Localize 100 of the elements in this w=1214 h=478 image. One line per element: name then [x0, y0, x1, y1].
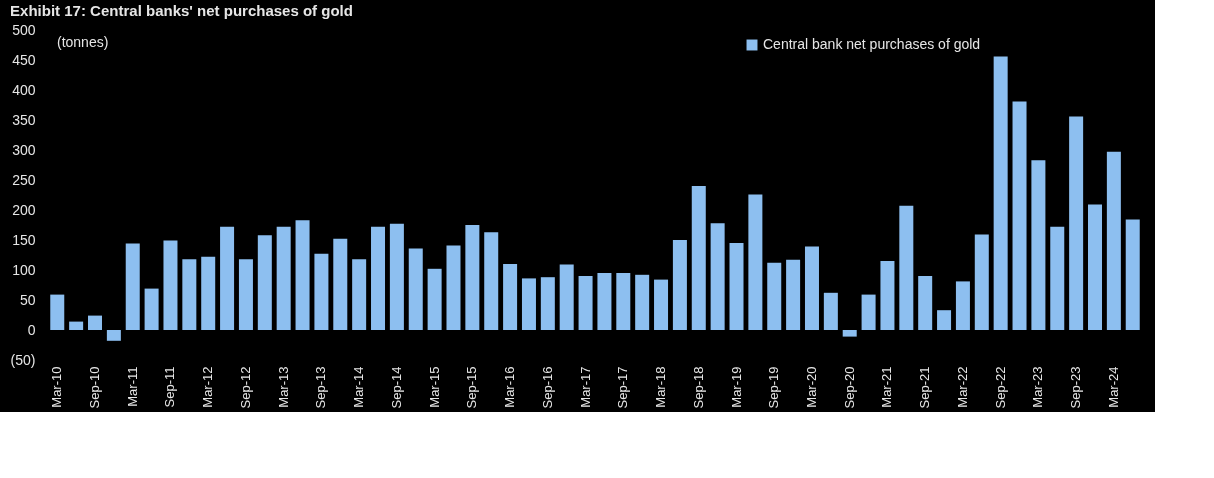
x-tick-label: Mar-23	[1030, 366, 1046, 408]
y-tick-label: 50	[19, 291, 36, 308]
x-tick-label: Mar-19	[728, 366, 744, 408]
bar	[295, 220, 310, 330]
bar	[389, 223, 404, 330]
x-tick-label: Sep-10	[87, 366, 102, 409]
bar	[748, 194, 763, 330]
bar	[974, 234, 989, 330]
bar	[276, 226, 291, 330]
bar	[1031, 160, 1046, 330]
bar	[1069, 116, 1084, 330]
bar	[804, 246, 819, 330]
legend-label: Central bank net purchases of gold	[763, 36, 981, 52]
bar	[484, 232, 499, 330]
bar	[144, 288, 159, 330]
bar	[88, 315, 102, 330]
x-tick-label: Mar-22	[954, 366, 970, 408]
x-tick-label: Sep-15	[464, 366, 480, 409]
x-tick-label: Mar-13	[275, 366, 291, 408]
x-tick-label: Sep-22	[992, 366, 1008, 409]
bar	[465, 225, 480, 330]
x-tick-label: Mar-16	[502, 366, 518, 408]
bar	[578, 276, 593, 330]
y-tick-label: 0	[27, 321, 36, 338]
bar	[220, 226, 235, 330]
bar	[559, 264, 574, 330]
bar	[823, 292, 838, 330]
bar	[314, 253, 329, 330]
x-tick-label: Mar-17	[577, 366, 593, 408]
x-tick-label: Sep-23	[1068, 366, 1084, 409]
bar	[654, 279, 669, 330]
x-tick-label: Sep-20	[841, 366, 857, 409]
bar	[427, 268, 442, 330]
bar	[371, 226, 386, 330]
bar	[635, 274, 650, 330]
bar	[446, 245, 461, 330]
x-tick-label: Sep-13	[313, 366, 329, 409]
bar	[238, 259, 253, 330]
y-tick-label: (50)	[10, 351, 36, 368]
chart-title: Exhibit 17: Central banks' net purchases of gold	[10, 2, 353, 19]
y-tick-label: 150	[12, 231, 36, 248]
bar	[918, 276, 933, 330]
bar	[993, 56, 1008, 330]
bar	[786, 259, 801, 330]
x-tick-label: Sep-11	[162, 366, 178, 408]
x-tick-label: Mar-18	[653, 366, 669, 408]
y-tick-label: 500	[12, 21, 36, 38]
bar	[1125, 219, 1140, 330]
bar	[540, 277, 555, 330]
bar	[1050, 226, 1065, 330]
x-tick-label: Mar-10	[49, 366, 65, 408]
bar	[842, 330, 857, 337]
y-tick-label: 350	[12, 111, 36, 128]
x-tick-label: Sep-17	[615, 366, 631, 409]
y-tick-label: 100	[12, 261, 36, 278]
bar	[899, 205, 914, 330]
y-tick-label: 400	[12, 81, 36, 98]
x-tick-label: Sep-18	[690, 366, 706, 409]
bar	[710, 223, 725, 330]
x-tick-label: Sep-12	[237, 366, 253, 409]
bar	[729, 243, 744, 330]
bar	[201, 256, 216, 330]
x-tick-label: Mar-21	[879, 366, 895, 408]
annotation: (tonnes)	[57, 34, 109, 50]
bar	[937, 310, 952, 330]
x-tick-label: Mar-24	[1105, 366, 1121, 408]
x-tick-label: Mar-14	[351, 366, 367, 408]
x-tick-label: Mar-12	[200, 366, 216, 408]
bar	[1088, 204, 1102, 330]
bar	[616, 273, 631, 330]
bar	[1012, 101, 1027, 330]
bar	[521, 278, 536, 330]
x-tick-label: Mar-20	[803, 366, 819, 408]
y-tick-label: 300	[12, 141, 36, 158]
bar	[69, 321, 84, 330]
x-tick-label: Mar-15	[426, 366, 442, 408]
bar	[1106, 151, 1121, 330]
x-tick-label: Mar-11	[124, 366, 140, 407]
bar	[691, 186, 706, 330]
bar	[163, 240, 178, 330]
bar	[861, 294, 876, 330]
bar	[106, 330, 121, 341]
bar	[955, 281, 970, 330]
bar	[257, 235, 272, 330]
bar	[408, 248, 423, 330]
bar	[672, 240, 687, 330]
x-tick-label: Sep-14	[388, 366, 404, 409]
bar	[182, 259, 197, 330]
bar	[880, 261, 895, 330]
x-tick-label: Sep-19	[766, 366, 782, 409]
y-tick-label: 200	[12, 201, 36, 218]
x-tick-label: Sep-21	[917, 366, 933, 409]
y-tick-label: 450	[12, 51, 36, 68]
bar	[125, 243, 140, 330]
bar	[597, 273, 612, 330]
bar	[503, 264, 518, 330]
x-tick-label: Sep-16	[539, 366, 555, 409]
bar	[767, 262, 782, 330]
bar	[352, 259, 367, 330]
bar	[50, 294, 65, 330]
